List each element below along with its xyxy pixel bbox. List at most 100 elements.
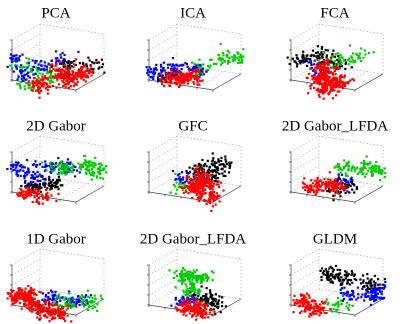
data-point <box>322 302 325 305</box>
data-point <box>20 164 23 167</box>
data-point <box>331 180 334 183</box>
data-point <box>70 80 73 83</box>
data-point <box>71 305 74 308</box>
data-point <box>29 309 32 312</box>
data-point <box>357 293 360 296</box>
data-point <box>185 72 188 75</box>
data-point <box>41 161 44 164</box>
data-point <box>198 304 201 307</box>
data-point <box>325 312 328 315</box>
data-point <box>307 61 310 64</box>
data-point <box>94 163 97 166</box>
data-point <box>186 65 189 69</box>
data-point <box>320 267 324 270</box>
data-point <box>200 185 203 188</box>
data-point <box>325 83 328 86</box>
data-point <box>366 277 369 280</box>
data-point <box>301 304 305 307</box>
data-point <box>186 290 189 293</box>
point-cloud <box>174 296 216 321</box>
point-cloud <box>301 171 347 197</box>
data-point <box>11 67 14 70</box>
data-point <box>207 177 211 180</box>
data-point <box>191 313 194 317</box>
data-point <box>338 177 341 181</box>
data-point <box>57 188 60 191</box>
data-point <box>50 162 53 165</box>
data-point <box>327 60 330 63</box>
data-point <box>323 270 326 273</box>
data-point <box>371 297 374 300</box>
data-point <box>311 182 314 185</box>
data-point <box>226 55 229 58</box>
data-point <box>196 192 199 195</box>
data-point <box>180 270 184 273</box>
data-point <box>19 174 22 177</box>
data-point <box>330 272 333 276</box>
data-point <box>331 73 335 76</box>
data-point <box>306 76 309 80</box>
data-point <box>34 184 37 187</box>
data-point <box>32 302 35 305</box>
data-point <box>152 69 155 72</box>
data-point <box>56 69 59 73</box>
data-point <box>300 310 303 313</box>
data-point <box>352 166 355 169</box>
data-point <box>191 167 195 170</box>
data-point <box>350 167 354 170</box>
data-point <box>19 65 22 68</box>
data-point <box>347 162 350 165</box>
scatter-panel: PCA <box>6 5 106 99</box>
data-point <box>173 73 176 76</box>
data-point <box>71 70 75 73</box>
data-point <box>375 287 378 290</box>
data-point <box>38 86 42 89</box>
data-point <box>56 56 59 60</box>
data-point <box>210 309 213 312</box>
data-point <box>337 52 340 55</box>
data-point <box>38 173 41 176</box>
data-point <box>66 158 69 161</box>
data-point <box>18 55 21 58</box>
data-point <box>81 70 84 73</box>
data-point <box>51 75 54 78</box>
data-point <box>55 75 58 78</box>
data-point <box>333 166 336 169</box>
data-point <box>179 64 182 67</box>
data-point <box>39 190 42 193</box>
data-point <box>25 62 29 65</box>
data-point <box>337 296 340 300</box>
data-point <box>196 78 199 81</box>
data-point <box>186 187 189 190</box>
data-point <box>146 68 149 71</box>
data-point <box>373 288 376 291</box>
data-point <box>218 163 221 166</box>
data-point <box>86 161 89 164</box>
data-point <box>316 178 319 181</box>
data-point <box>88 164 91 167</box>
data-point <box>218 194 221 198</box>
data-point <box>44 295 47 298</box>
data-point <box>188 170 192 173</box>
data-point <box>9 292 12 295</box>
data-point <box>47 296 50 299</box>
data-point <box>234 58 237 61</box>
data-point <box>370 168 373 171</box>
data-point <box>315 88 318 92</box>
data-point <box>42 178 45 181</box>
data-point <box>56 78 59 81</box>
data-point <box>196 181 199 184</box>
data-point <box>195 308 198 311</box>
data-point <box>71 73 74 76</box>
data-point <box>175 73 178 76</box>
data-point <box>179 182 182 185</box>
data-point <box>352 61 355 64</box>
data-point <box>195 304 198 307</box>
data-point <box>196 278 199 281</box>
data-point <box>336 90 339 93</box>
data-point <box>44 160 47 163</box>
data-point <box>62 167 65 170</box>
data-point <box>346 291 349 294</box>
data-point <box>309 58 312 61</box>
data-point <box>221 296 224 299</box>
